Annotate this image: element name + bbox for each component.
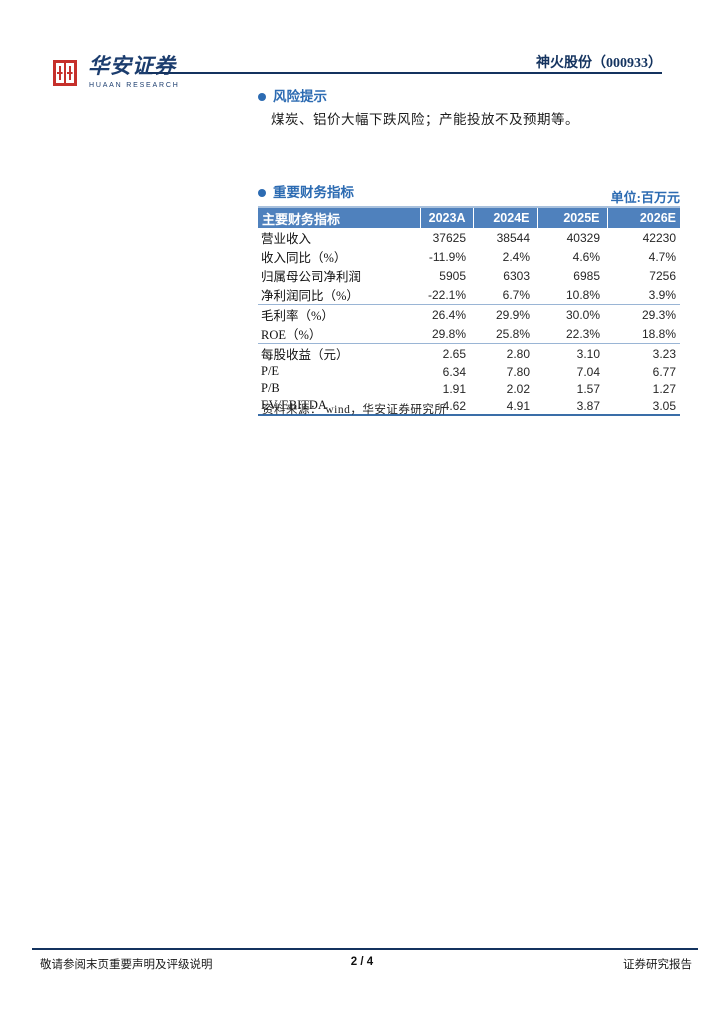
- footer-disclaimer: 敬请参阅末页重要声明及评级说明: [40, 959, 213, 971]
- row-value: 4.62: [420, 397, 473, 416]
- row-value: 38544: [496, 230, 530, 245]
- risk-section-heading: 风险提示: [258, 90, 327, 104]
- financial-section-heading: 重要财务指标: [258, 186, 354, 200]
- row-value: 6.34: [442, 364, 466, 379]
- table-row: P/E 6.34 7.80 7.04 6.77: [258, 363, 680, 380]
- row-value: 3.9%: [607, 285, 680, 305]
- row-value: 3.10: [576, 346, 600, 361]
- bullet-icon: [258, 93, 266, 101]
- footer-divider: [32, 948, 698, 950]
- row-value: 4.7%: [648, 249, 676, 264]
- table-row: 每股收益（元） 2.65 2.80 3.10 3.23: [258, 344, 680, 364]
- bullet-icon: [258, 189, 266, 197]
- table-header-year: 2023A: [419, 206, 473, 228]
- row-label: 营业收入: [261, 232, 312, 246]
- row-value: 1.57: [576, 381, 600, 396]
- row-value: 42230: [642, 230, 676, 245]
- row-value: 6.77: [652, 364, 676, 379]
- row-value: 3.05: [607, 397, 680, 416]
- unit-label: 单位:百万元: [610, 190, 680, 205]
- brand-name-cn: 华安证券: [88, 54, 176, 78]
- table-row: 归属母公司净利润 5905 6303 6985 7256: [258, 266, 680, 285]
- row-value: 4.91: [473, 397, 537, 416]
- table-row: P/B 1.91 2.02 1.57 1.27: [258, 380, 680, 397]
- page-number: 2 / 4: [350, 956, 374, 968]
- header-divider: [148, 72, 662, 74]
- row-label: 毛利率（%）: [261, 309, 334, 323]
- row-value: -22.1%: [420, 285, 473, 305]
- brand-name-en: HUAAN RESEARCH: [89, 82, 180, 89]
- row-value: 2.4%: [502, 249, 530, 264]
- row-value: 3.23: [652, 346, 676, 361]
- row-label: 收入同比（%）: [261, 251, 347, 265]
- table-row: EV/EBITDA 4.62 4.91 3.87 3.05: [258, 397, 680, 416]
- row-value: 7.04: [576, 364, 600, 379]
- row-label: 每股收益（元）: [261, 348, 349, 362]
- row-value: 25.8%: [473, 324, 537, 344]
- financial-table: 主要财务指标 2023A 2024E 2025E 2026E 营业收入 37625 3854…: [258, 206, 680, 416]
- footer-report-type: 证券研究报告: [623, 959, 692, 971]
- row-value: 1.91: [442, 381, 466, 396]
- row-value: 30.0%: [565, 307, 600, 322]
- row-value: 22.3%: [537, 324, 607, 344]
- row-label: 归属母公司净利润: [261, 270, 362, 284]
- table-header-year: 2025E: [536, 206, 607, 228]
- row-value: 29.3%: [641, 307, 676, 322]
- row-value: 1.27: [652, 381, 676, 396]
- row-value: 10.8%: [537, 285, 607, 305]
- huaan-seal-icon: [53, 60, 77, 86]
- row-label: ROE（%）: [258, 324, 420, 344]
- row-value: 40329: [566, 230, 600, 245]
- row-label: EV/EBITDA: [258, 397, 420, 416]
- row-value: 2.65: [442, 346, 466, 361]
- seal-pattern-right: [66, 63, 74, 83]
- row-value: 6303: [503, 268, 530, 283]
- row-label: P/B: [261, 381, 280, 395]
- table-body: 营业收入 37625 38544 40329 42230 收入同比（%） -11.9% 2.4…: [258, 228, 680, 416]
- row-label: P/E: [261, 364, 280, 378]
- row-value: 7256: [649, 268, 676, 283]
- row-value: 29.8%: [420, 324, 473, 344]
- table-row: 毛利率（%） 26.4% 29.9% 30.0% 29.3%: [258, 305, 680, 325]
- financial-section-title: 重要财务指标: [273, 185, 354, 200]
- row-value: 3.87: [537, 397, 607, 416]
- row-value: 5905: [439, 268, 466, 283]
- row-value: 26.4%: [431, 307, 466, 322]
- table-header-year: 2024E: [472, 206, 537, 228]
- table-row: 收入同比（%） -11.9% 2.4% 4.6% 4.7%: [258, 247, 680, 266]
- row-value: 18.8%: [607, 324, 680, 344]
- table-header-row: 主要财务指标 2023A 2024E 2025E 2026E: [258, 206, 680, 228]
- seal-pattern-left: [56, 63, 64, 83]
- table-row: 净利润同比（%） -22.1% 6.7% 10.8% 3.9%: [258, 285, 680, 305]
- risk-section-title: 风险提示: [273, 89, 327, 104]
- risk-section-body: 煤炭、铝价大幅下跌风险；产能投放不及预期等。: [271, 112, 579, 127]
- row-value: 4.6%: [572, 249, 600, 264]
- row-value: 2.02: [506, 381, 530, 396]
- row-value: 2.80: [506, 346, 530, 361]
- row-value: 6985: [573, 268, 600, 283]
- table-header-year: 2026E: [606, 206, 680, 228]
- table-row: 营业收入 37625 38544 40329 42230: [258, 228, 680, 247]
- row-value: -11.9%: [428, 249, 466, 264]
- source-note: 资料来源： wind，华安证券研究所: [262, 404, 447, 416]
- row-value: 7.80: [506, 364, 530, 379]
- row-value: 29.9%: [495, 307, 530, 322]
- row-value: 37625: [432, 230, 466, 245]
- row-label: 净利润同比（%）: [258, 285, 420, 305]
- table-row: ROE（%） 29.8% 25.8% 22.3% 18.8%: [258, 324, 680, 344]
- stock-title: 神火股份（000933）: [536, 56, 662, 71]
- table-header-label: 主要财务指标: [258, 206, 420, 228]
- row-value: 6.7%: [473, 285, 537, 305]
